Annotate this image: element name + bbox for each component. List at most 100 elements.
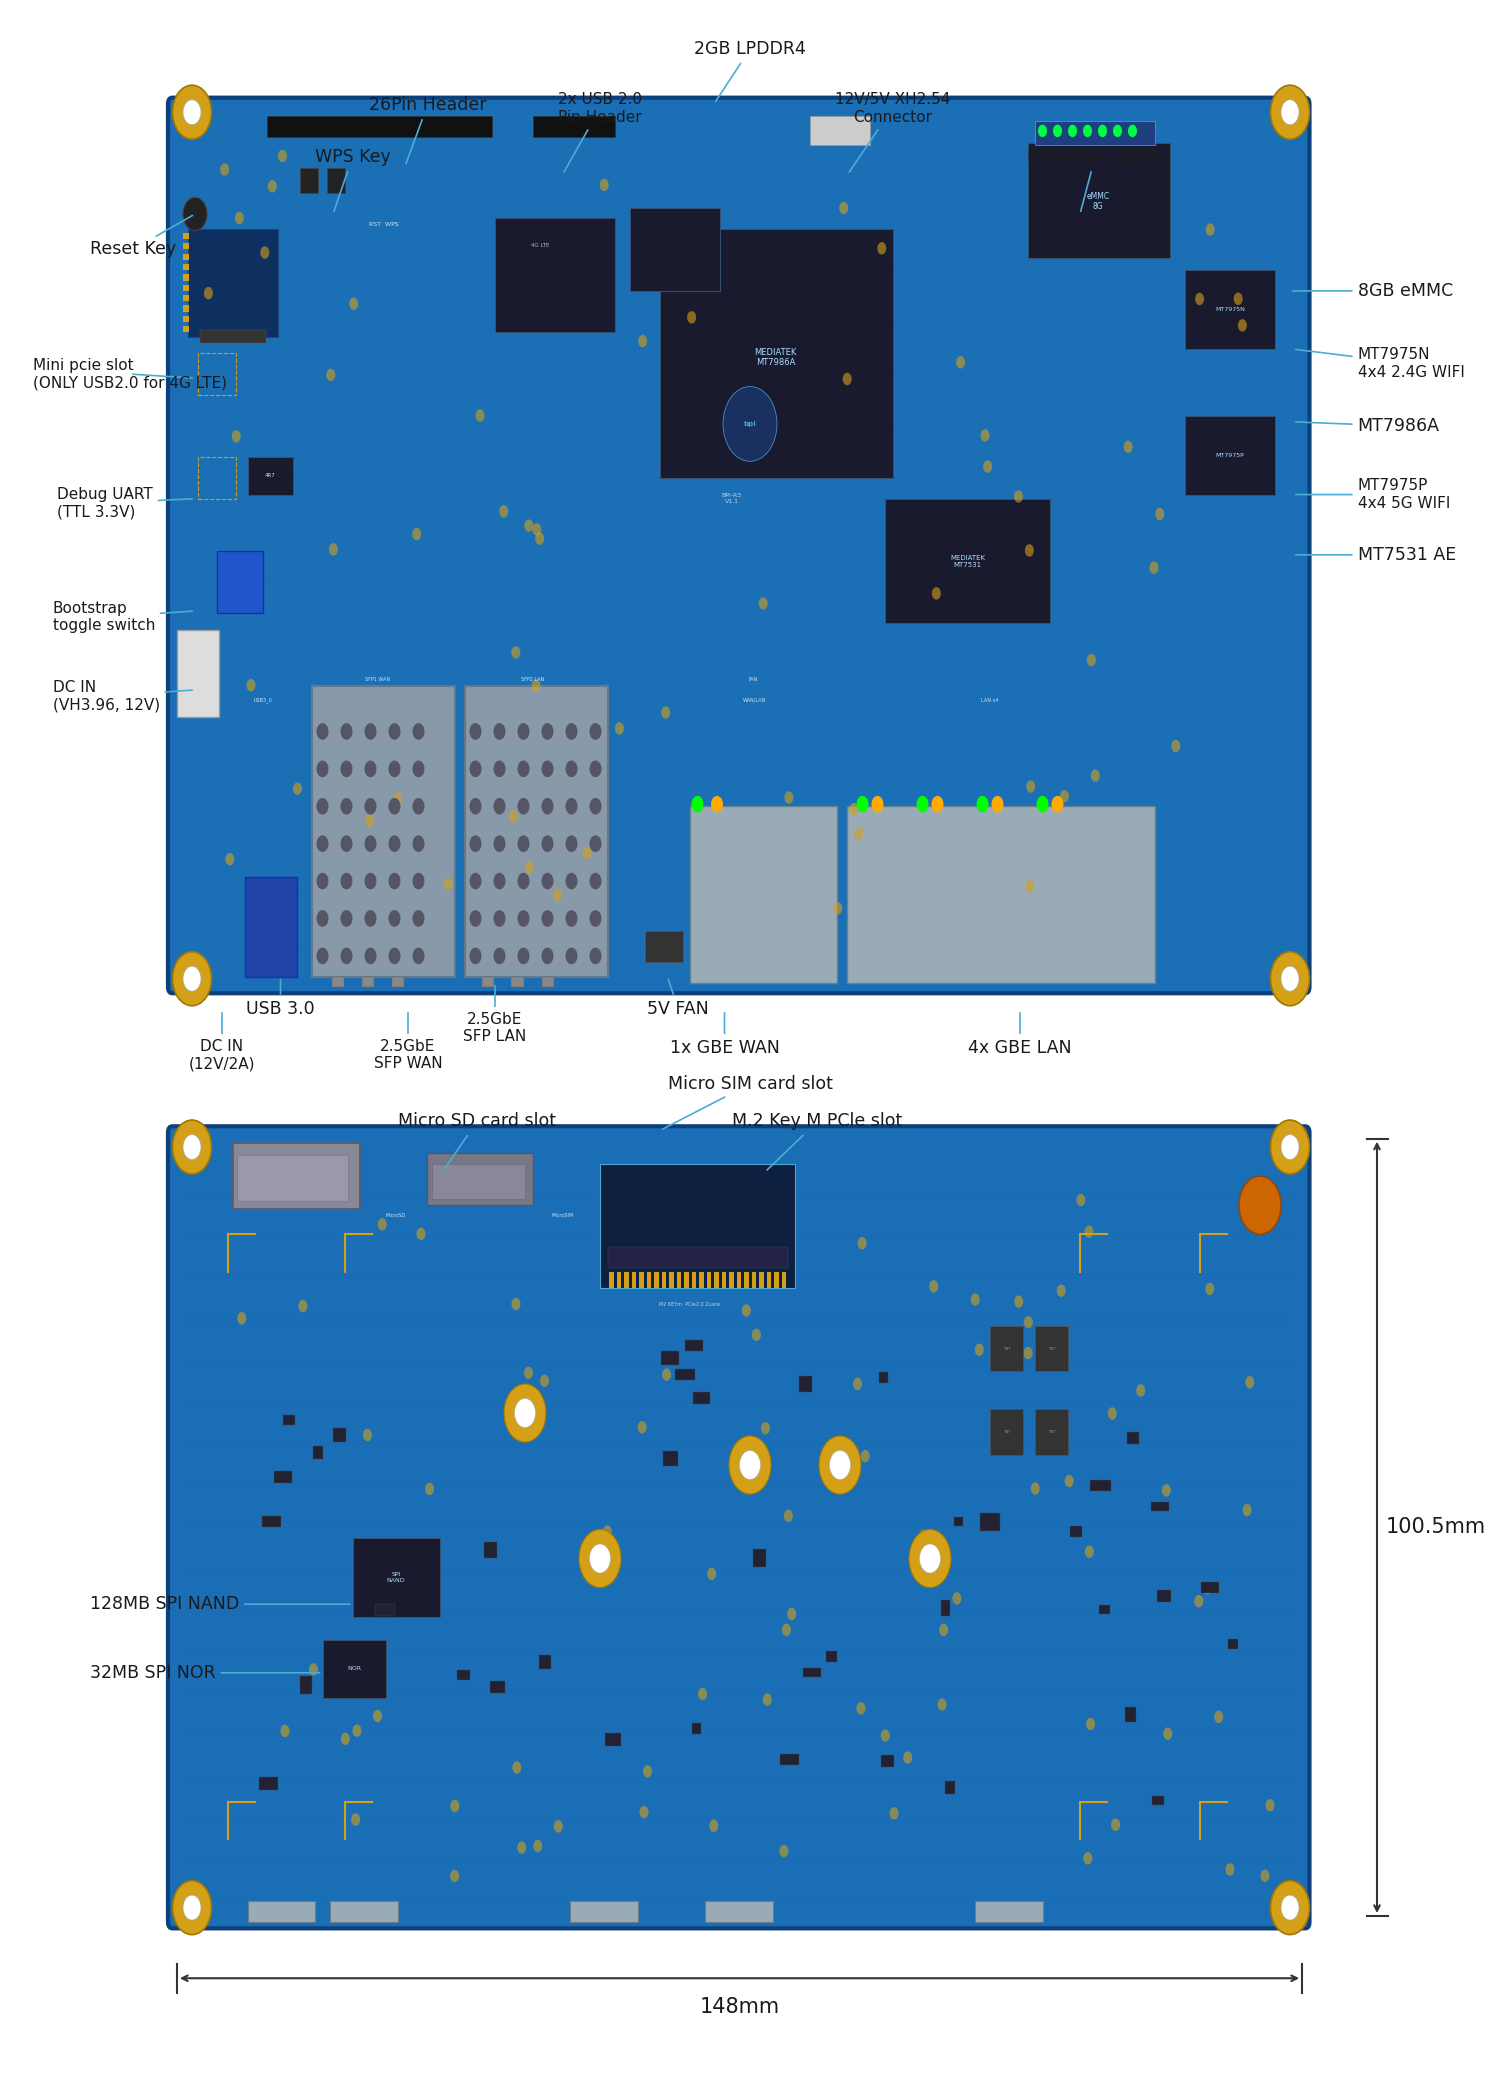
Circle shape xyxy=(542,798,554,815)
Bar xyxy=(1185,270,1275,349)
Circle shape xyxy=(1024,879,1033,891)
Circle shape xyxy=(1206,222,1215,235)
Text: Debug UART
(TTL 3.3V): Debug UART (TTL 3.3V) xyxy=(57,486,192,520)
Circle shape xyxy=(1053,125,1062,137)
Circle shape xyxy=(183,197,207,231)
Circle shape xyxy=(246,680,255,692)
Bar xyxy=(616,1272,621,1288)
Circle shape xyxy=(500,505,508,517)
Circle shape xyxy=(760,1421,770,1434)
Circle shape xyxy=(566,761,578,777)
Circle shape xyxy=(752,1328,760,1340)
Bar xyxy=(782,1272,786,1288)
Circle shape xyxy=(639,1806,648,1818)
Circle shape xyxy=(388,873,400,889)
Circle shape xyxy=(450,1870,459,1883)
Circle shape xyxy=(1090,769,1100,781)
Circle shape xyxy=(1088,655,1096,667)
Text: 148mm: 148mm xyxy=(699,1997,780,2018)
Circle shape xyxy=(843,372,852,384)
Text: Mini pcie slot
(ONLY USB2.0 for 4G LTE): Mini pcie slot (ONLY USB2.0 for 4G LTE) xyxy=(33,357,226,391)
Circle shape xyxy=(853,1378,862,1390)
Bar xyxy=(1035,1326,1068,1371)
Circle shape xyxy=(1281,1895,1299,1920)
Circle shape xyxy=(363,1430,372,1442)
Circle shape xyxy=(638,335,646,347)
Circle shape xyxy=(1206,1282,1215,1295)
Text: 2x USB 2.0
Pin Header: 2x USB 2.0 Pin Header xyxy=(558,91,642,172)
Bar xyxy=(885,499,1050,623)
Circle shape xyxy=(1196,293,1204,305)
Circle shape xyxy=(590,835,602,852)
Text: RST  WPS: RST WPS xyxy=(369,222,399,227)
Bar xyxy=(532,116,615,137)
Bar xyxy=(1090,1480,1112,1492)
Circle shape xyxy=(858,1236,867,1249)
Circle shape xyxy=(1149,561,1158,574)
Circle shape xyxy=(1260,1870,1269,1883)
Bar xyxy=(183,233,189,239)
Circle shape xyxy=(566,948,578,964)
Bar xyxy=(248,457,292,495)
Circle shape xyxy=(340,798,352,815)
Circle shape xyxy=(183,1895,201,1920)
Circle shape xyxy=(532,524,542,536)
Text: NOR: NOR xyxy=(346,1667,362,1671)
Bar xyxy=(980,1513,999,1531)
Circle shape xyxy=(856,796,868,812)
Circle shape xyxy=(268,181,278,193)
Circle shape xyxy=(644,1764,652,1777)
Text: 100.5mm: 100.5mm xyxy=(1386,1517,1486,1538)
Bar xyxy=(660,1351,680,1365)
Bar xyxy=(940,1600,951,1617)
Circle shape xyxy=(839,202,848,214)
Circle shape xyxy=(518,798,530,815)
Circle shape xyxy=(554,1820,562,1833)
Circle shape xyxy=(413,873,424,889)
Bar xyxy=(736,1272,741,1288)
Circle shape xyxy=(566,723,578,740)
Circle shape xyxy=(662,1369,670,1382)
Circle shape xyxy=(1245,1376,1254,1388)
Circle shape xyxy=(603,1525,612,1538)
Circle shape xyxy=(590,761,602,777)
Bar xyxy=(312,686,454,977)
Text: 1x GBE WAN: 1x GBE WAN xyxy=(669,1012,780,1058)
Circle shape xyxy=(351,1814,360,1827)
Bar xyxy=(180,114,1298,977)
Circle shape xyxy=(450,1800,459,1812)
Circle shape xyxy=(374,1710,382,1723)
Bar xyxy=(744,1272,748,1288)
Circle shape xyxy=(1098,125,1107,137)
Circle shape xyxy=(512,1299,520,1311)
Circle shape xyxy=(413,528,422,540)
Circle shape xyxy=(388,798,400,815)
Text: MT7975P: MT7975P xyxy=(1215,453,1245,457)
Circle shape xyxy=(316,873,328,889)
Bar xyxy=(774,1272,778,1288)
Circle shape xyxy=(782,1623,790,1635)
Circle shape xyxy=(183,100,201,125)
Bar xyxy=(267,116,492,137)
FancyBboxPatch shape xyxy=(168,1126,1310,1928)
Bar xyxy=(600,1164,795,1288)
Text: TBT: TBT xyxy=(1002,1430,1011,1434)
Bar xyxy=(827,1652,837,1662)
Circle shape xyxy=(788,1608,796,1621)
Circle shape xyxy=(518,723,530,740)
Circle shape xyxy=(494,873,506,889)
Circle shape xyxy=(388,910,400,927)
Bar xyxy=(606,1733,621,1746)
Circle shape xyxy=(1270,952,1310,1006)
Bar xyxy=(632,1272,636,1288)
Circle shape xyxy=(518,1841,526,1854)
Bar xyxy=(260,1777,278,1789)
Circle shape xyxy=(340,873,352,889)
Bar xyxy=(1028,143,1170,258)
Circle shape xyxy=(1023,1347,1032,1359)
Circle shape xyxy=(939,1623,948,1635)
Circle shape xyxy=(280,1725,290,1737)
Circle shape xyxy=(692,796,703,812)
Bar xyxy=(780,1754,800,1764)
Circle shape xyxy=(590,948,602,964)
